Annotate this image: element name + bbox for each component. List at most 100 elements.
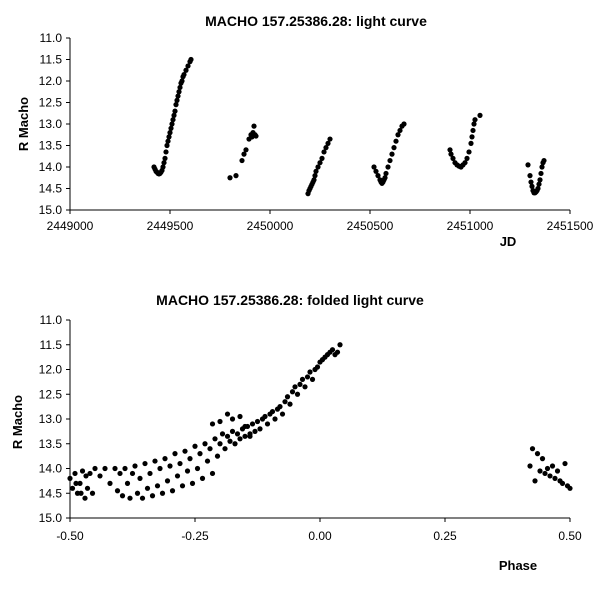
data-point	[222, 446, 228, 452]
data-point	[184, 468, 191, 474]
data-point	[525, 162, 531, 168]
data-point	[144, 485, 151, 491]
x-tick-label: 2449500	[147, 219, 194, 233]
data-point	[242, 433, 248, 439]
y-tick-label: 11.0	[40, 313, 63, 327]
data-point	[188, 56, 194, 63]
data-point	[177, 460, 183, 467]
data-point	[82, 495, 88, 501]
data-point	[537, 177, 543, 183]
data-point	[214, 453, 221, 459]
y-tick-label: 14.0	[39, 160, 63, 174]
data-point	[462, 160, 468, 166]
data-point	[234, 431, 241, 437]
data-point	[119, 493, 126, 499]
y-tick-label: 15.0	[39, 203, 63, 217]
data-point	[78, 490, 84, 496]
data-point	[166, 134, 172, 140]
data-point	[302, 384, 308, 390]
data-point	[107, 480, 113, 486]
data-point	[477, 112, 483, 118]
y-tick-label: 12.5	[39, 387, 63, 401]
data-point	[162, 456, 168, 462]
data-point	[185, 63, 191, 69]
data-point	[292, 384, 298, 390]
y-tick-label: 14.5	[39, 486, 63, 500]
data-point	[468, 140, 474, 146]
data-point	[311, 177, 317, 183]
data-point	[542, 470, 548, 477]
data-point	[139, 495, 146, 501]
chart-axes	[66, 319, 571, 522]
x-tick-label: 0.00	[308, 529, 332, 543]
data-point	[539, 164, 545, 170]
data-point	[171, 112, 177, 118]
data-point	[134, 490, 141, 496]
y-tick-label: 13.0	[39, 117, 63, 131]
data-point	[334, 349, 341, 355]
data-point	[323, 145, 329, 151]
data-point	[447, 147, 453, 153]
data-point	[149, 493, 156, 499]
data-point	[87, 470, 93, 477]
data-point	[169, 488, 176, 494]
data-point	[127, 495, 133, 501]
data-point	[159, 490, 166, 496]
data-point	[470, 127, 476, 134]
data-point	[67, 475, 73, 481]
data-point	[174, 97, 180, 103]
data-point	[393, 138, 399, 144]
data-point	[313, 168, 319, 174]
data-point	[528, 179, 534, 185]
data-points	[67, 342, 573, 501]
chart-title: MACHO 157.25386.28: light curve	[205, 13, 427, 29]
data-point	[129, 470, 136, 477]
data-point	[165, 138, 171, 144]
y-tick-labels: 11.0 11.5 12.0 12.5 13.0 13.5 14.0 14.5 15.0	[39, 31, 63, 217]
data-point	[212, 436, 218, 442]
data-point	[175, 93, 181, 99]
data-point	[559, 480, 566, 486]
data-point	[466, 149, 472, 155]
data-point	[534, 451, 541, 457]
x-tick-label: 2451500	[547, 219, 594, 233]
data-point	[79, 468, 86, 474]
data-point	[209, 421, 216, 427]
x-axis-label: JD	[500, 234, 517, 249]
data-point	[173, 102, 179, 108]
y-tick-label: 11.5	[40, 53, 63, 67]
data-point	[371, 164, 377, 170]
data-point	[142, 460, 148, 467]
data-point	[242, 423, 248, 430]
data-point	[176, 89, 182, 95]
data-point	[251, 123, 257, 129]
data-point	[237, 436, 243, 442]
data-point	[289, 389, 296, 395]
x-tick-label: 2449000	[47, 219, 94, 233]
data-point	[170, 117, 176, 123]
data-point	[537, 468, 543, 474]
data-point	[164, 142, 170, 149]
data-point	[532, 478, 538, 484]
data-point	[174, 473, 181, 479]
data-point	[547, 473, 553, 479]
x-axis-label: Phase	[499, 558, 537, 573]
data-point	[224, 411, 231, 417]
data-point	[233, 173, 239, 179]
data-point	[179, 483, 186, 489]
data-point	[73, 480, 79, 486]
x-tick-label: 2450000	[247, 219, 294, 233]
data-point	[264, 421, 271, 427]
data-point	[147, 470, 153, 477]
data-point	[309, 376, 316, 382]
data-point	[567, 485, 573, 491]
data-point	[383, 170, 389, 177]
data-point	[194, 465, 201, 472]
data-point	[89, 490, 96, 496]
data-point	[229, 416, 236, 422]
data-point	[464, 155, 470, 161]
data-point	[307, 369, 313, 375]
data-point	[167, 130, 173, 136]
data-point	[382, 175, 388, 181]
